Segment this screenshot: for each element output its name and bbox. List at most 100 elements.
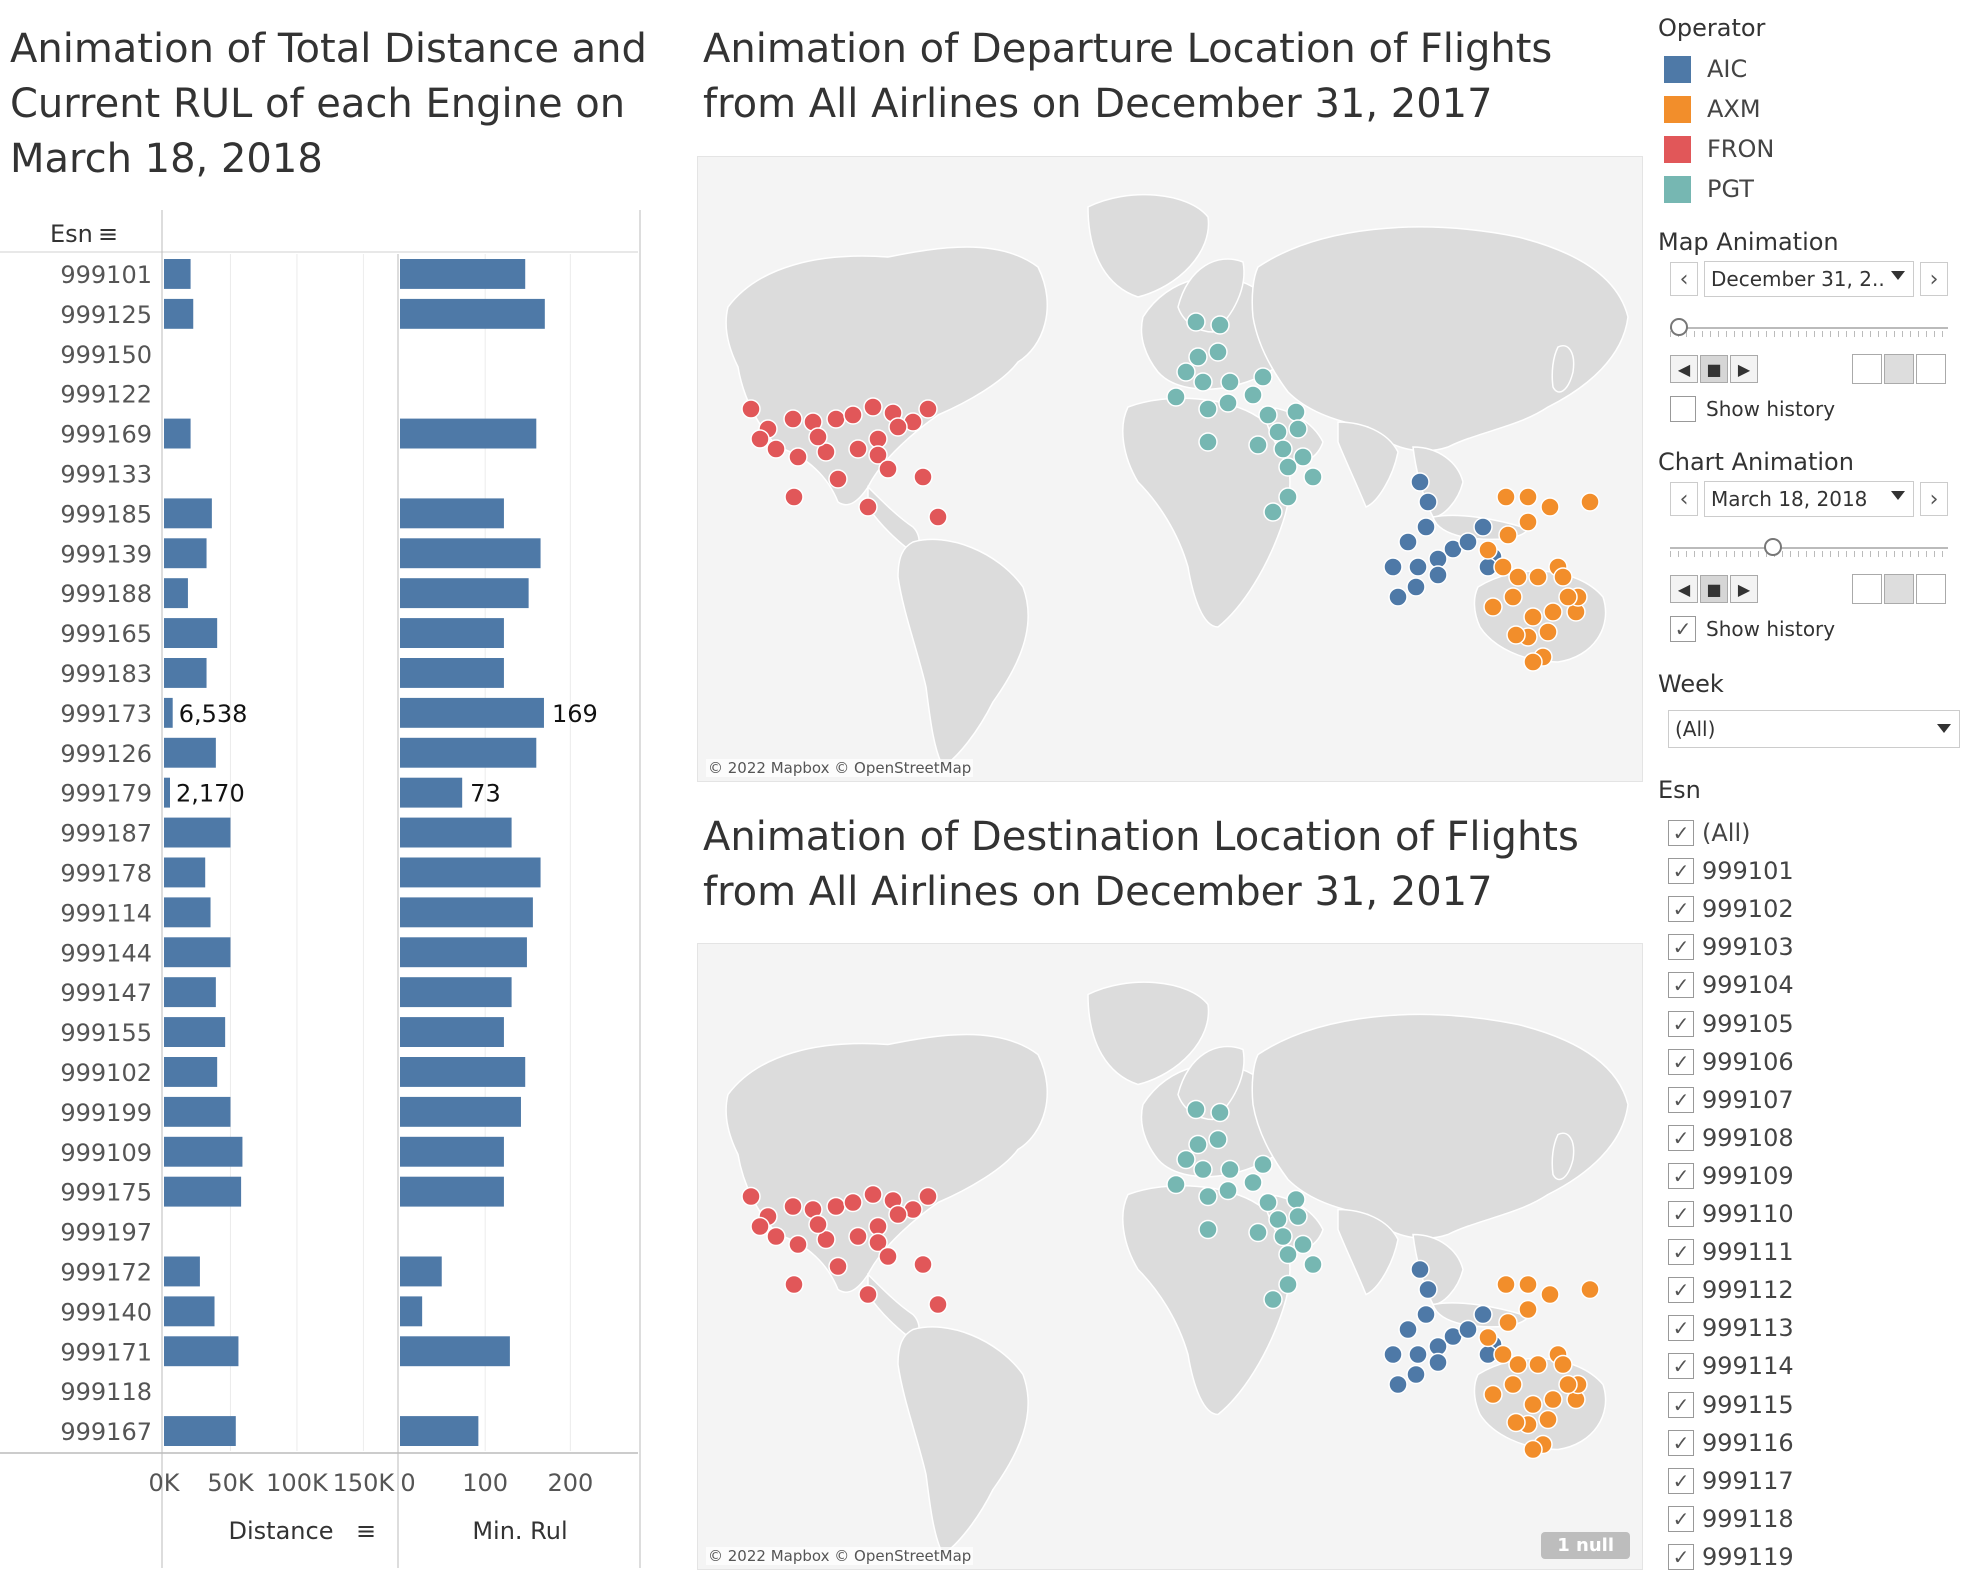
- flight-location-point[interactable]: [1278, 1244, 1298, 1265]
- flight-location-point[interactable]: [1253, 367, 1273, 387]
- flight-location-point[interactable]: [1286, 1189, 1306, 1210]
- flight-location-point[interactable]: [1176, 1149, 1196, 1170]
- flight-location-point[interactable]: [816, 442, 836, 462]
- flight-location-point[interactable]: [1553, 567, 1573, 587]
- esn-checkbox[interactable]: ✓: [1668, 1467, 1694, 1494]
- flight-location-point[interactable]: [1508, 1354, 1528, 1375]
- flight-location-point[interactable]: [1493, 557, 1513, 577]
- flight-location-point[interactable]: [1518, 1299, 1538, 1320]
- flight-location-point[interactable]: [1458, 532, 1478, 552]
- flight-location-point[interactable]: [741, 399, 761, 419]
- flight-location-point[interactable]: [1496, 1274, 1516, 1295]
- flight-location-point[interactable]: [928, 1294, 948, 1315]
- flight-location-point[interactable]: [1473, 1304, 1493, 1325]
- flight-location-point[interactable]: [1383, 1344, 1403, 1365]
- flight-location-point[interactable]: [1383, 557, 1403, 577]
- map-anim-speed-slow[interactable]: [1852, 354, 1882, 384]
- flight-location-point[interactable]: [1398, 1319, 1418, 1340]
- chart-anim-prev-button[interactable]: ‹: [1670, 482, 1698, 516]
- flight-location-point[interactable]: [1518, 1274, 1538, 1295]
- flight-location-point[interactable]: [888, 1204, 908, 1225]
- flight-location-point[interactable]: [1523, 652, 1543, 672]
- flight-location-point[interactable]: [1293, 447, 1313, 467]
- flight-location-point[interactable]: [1553, 1354, 1573, 1375]
- flight-location-point[interactable]: [1218, 1180, 1238, 1201]
- flight-location-point[interactable]: [766, 439, 786, 459]
- flight-location-point[interactable]: [1210, 315, 1230, 335]
- esn-checkbox[interactable]: ✓: [1668, 1315, 1694, 1342]
- esn-checkbox[interactable]: ✓: [1668, 972, 1694, 999]
- esn-checkbox[interactable]: ✓: [1668, 1429, 1694, 1456]
- flight-location-point[interactable]: [1388, 1374, 1408, 1395]
- esn-filter-item[interactable]: ✓ 999116: [1668, 1428, 1794, 1458]
- flight-location-point[interactable]: [826, 409, 846, 429]
- map-anim-speed-normal[interactable]: [1884, 354, 1914, 384]
- flight-location-point[interactable]: [888, 417, 908, 437]
- flight-location-point[interactable]: [848, 1226, 868, 1247]
- map-anim-speed-fast[interactable]: [1916, 354, 1946, 384]
- flight-location-point[interactable]: [784, 1274, 804, 1295]
- chart-anim-speed-normal[interactable]: [1884, 574, 1914, 604]
- flight-location-point[interactable]: [766, 1226, 786, 1247]
- map-attribution[interactable]: © 2022 Mapbox © OpenStreetMap: [706, 759, 974, 777]
- legend-item-pgt[interactable]: PGT: [1664, 174, 1754, 204]
- map-anim-date-select[interactable]: December 31, 2..: [1704, 261, 1914, 297]
- flight-location-point[interactable]: [1508, 567, 1528, 587]
- flight-location-point[interactable]: [868, 445, 888, 465]
- flight-location-point[interactable]: [1166, 1174, 1186, 1195]
- flight-location-point[interactable]: [788, 447, 808, 467]
- esn-checkbox[interactable]: ✓: [1668, 1201, 1694, 1227]
- flight-location-point[interactable]: [1498, 525, 1518, 545]
- flight-location-point[interactable]: [1406, 577, 1426, 597]
- flight-location-point[interactable]: [1493, 1344, 1513, 1365]
- flight-location-point[interactable]: [1523, 1439, 1543, 1460]
- flight-location-point[interactable]: [1278, 1274, 1298, 1295]
- map-anim-play-button[interactable]: ▶: [1730, 355, 1758, 383]
- flight-location-point[interactable]: [1388, 587, 1408, 607]
- flight-location-point[interactable]: [1478, 540, 1498, 560]
- flight-location-point[interactable]: [878, 459, 898, 479]
- esn-filter-item[interactable]: ✓ 999110: [1668, 1199, 1794, 1229]
- flight-location-point[interactable]: [1286, 402, 1306, 422]
- flight-location-point[interactable]: [1528, 567, 1548, 587]
- flight-location-point[interactable]: [1406, 1364, 1426, 1385]
- flight-location-point[interactable]: [1558, 587, 1578, 607]
- flight-location-point[interactable]: [1473, 517, 1493, 537]
- flight-location-point[interactable]: [1293, 1234, 1313, 1255]
- chart-anim-speed-fast[interactable]: [1916, 574, 1946, 604]
- esn-checkbox[interactable]: ✓: [1668, 820, 1694, 846]
- esn-filter-item[interactable]: ✓ 999104: [1668, 970, 1794, 1000]
- esn-filter-item[interactable]: ✓ 999101: [1668, 856, 1794, 886]
- esn-filter-item[interactable]: ✓ 999105: [1668, 1009, 1794, 1039]
- departure-map[interactable]: © 2022 Mapbox © OpenStreetMap: [697, 156, 1643, 782]
- esn-filter-item[interactable]: ✓ 999115: [1668, 1390, 1794, 1420]
- flight-location-point[interactable]: [783, 409, 803, 429]
- esn-filter-item[interactable]: ✓ 999114: [1668, 1351, 1794, 1381]
- esn-checkbox[interactable]: ✓: [1668, 1353, 1694, 1380]
- chart-anim-date-select[interactable]: March 18, 2018: [1704, 481, 1914, 517]
- flight-location-point[interactable]: [1198, 399, 1218, 419]
- esn-filter-item[interactable]: ✓ (All): [1668, 818, 1750, 848]
- flight-location-point[interactable]: [1428, 1352, 1448, 1373]
- chart-anim-slider-handle[interactable]: [1764, 538, 1782, 556]
- flight-location-point[interactable]: [863, 397, 883, 417]
- esn-filter-item[interactable]: ✓ 999118: [1668, 1504, 1794, 1534]
- esn-checkbox[interactable]: ✓: [1668, 1239, 1694, 1266]
- esn-checkbox[interactable]: ✓: [1668, 1543, 1694, 1570]
- chart-anim-next-button[interactable]: ›: [1920, 482, 1948, 516]
- flight-location-point[interactable]: [808, 427, 828, 447]
- flight-location-point[interactable]: [828, 1256, 848, 1277]
- flight-location-point[interactable]: [1458, 1319, 1478, 1340]
- null-badge[interactable]: 1 null: [1541, 1532, 1630, 1559]
- esn-filter-item[interactable]: ✓ 999107: [1668, 1085, 1794, 1115]
- flight-location-point[interactable]: [1483, 597, 1503, 617]
- esn-checkbox[interactable]: ✓: [1668, 1162, 1694, 1189]
- esn-checkbox[interactable]: ✓: [1668, 934, 1694, 961]
- flight-location-point[interactable]: [1186, 312, 1206, 332]
- flight-location-point[interactable]: [1208, 1129, 1228, 1150]
- flight-location-point[interactable]: [1258, 405, 1278, 425]
- flight-location-point[interactable]: [826, 1196, 846, 1217]
- esn-checkbox[interactable]: ✓: [1668, 1048, 1694, 1075]
- flight-location-point[interactable]: [1176, 362, 1196, 382]
- flight-location-point[interactable]: [1188, 1134, 1208, 1155]
